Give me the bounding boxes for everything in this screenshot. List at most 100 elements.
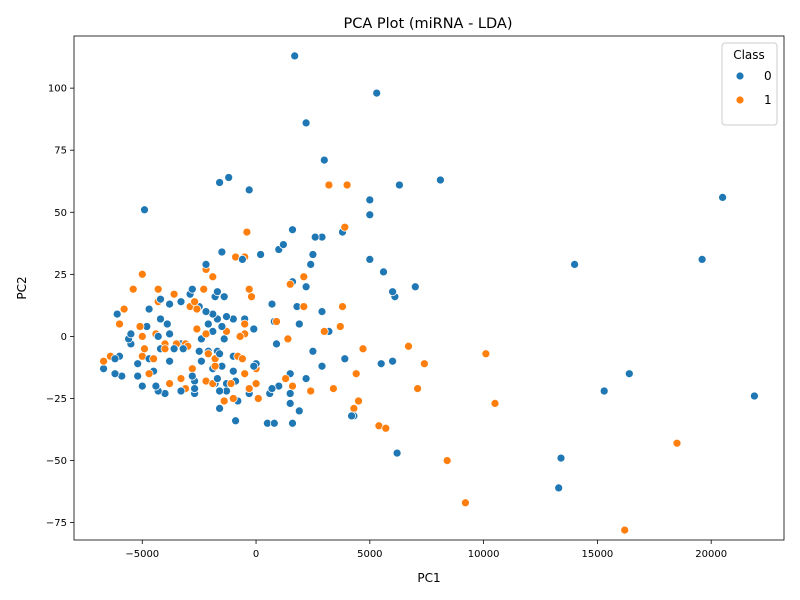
data-point-class-0 <box>176 297 186 307</box>
data-point-class-0 <box>269 418 279 428</box>
data-point-class-0 <box>187 371 197 381</box>
data-point-class-1 <box>169 289 179 299</box>
y-tick-label: 100 <box>48 84 67 95</box>
data-point-class-0 <box>162 319 172 329</box>
data-point-class-1 <box>251 379 261 388</box>
data-point-class-1 <box>203 349 213 359</box>
data-point-class-0 <box>256 250 265 259</box>
data-point-class-0 <box>718 193 727 202</box>
data-point-class-0 <box>599 386 609 396</box>
x-tick-label: 0 <box>253 549 259 560</box>
data-point-class-1 <box>358 344 368 354</box>
data-point-class-1 <box>208 272 218 282</box>
data-point-class-0 <box>294 406 304 416</box>
data-point-class-0 <box>201 307 211 316</box>
data-point-class-1 <box>149 354 158 364</box>
x-axis-ticks: −5000 0 5000 10000 15000 20000 <box>125 540 727 560</box>
data-point-class-1 <box>119 304 129 314</box>
data-point-class-0 <box>285 389 295 398</box>
data-point-class-0 <box>224 173 234 182</box>
data-point-class-1 <box>319 327 329 336</box>
plot-area <box>73 35 785 541</box>
data-point-class-0 <box>165 329 174 339</box>
data-point-class-1 <box>342 180 352 190</box>
data-point-class-0 <box>267 384 277 393</box>
chart-title: PCA Plot (miRNA - LDA) <box>343 16 512 32</box>
data-point-class-1 <box>283 334 293 344</box>
data-point-class-1 <box>442 456 452 465</box>
data-point-class-0 <box>340 354 350 364</box>
data-point-class-0 <box>215 386 224 396</box>
data-point-class-0 <box>153 332 163 341</box>
data-point-class-0 <box>194 346 204 356</box>
data-point-class-0 <box>750 391 759 401</box>
data-point-class-0 <box>169 344 179 354</box>
data-point-class-1 <box>235 332 245 341</box>
y-tick-label: −50 <box>46 456 67 467</box>
data-point-class-0 <box>219 334 229 344</box>
data-point-class-1 <box>137 332 147 341</box>
data-point-class-0 <box>272 339 281 349</box>
data-point-class-0 <box>176 386 186 396</box>
data-point-class-0 <box>215 178 224 187</box>
data-point-class-0 <box>308 250 318 259</box>
data-point-class-1 <box>285 279 295 289</box>
data-point-class-1 <box>137 269 147 279</box>
y-tick-label: 25 <box>54 270 67 281</box>
data-point-class-1 <box>329 384 338 393</box>
data-point-class-1 <box>219 396 229 406</box>
legend-label-1: 1 <box>764 93 772 107</box>
x-tick-label: 20000 <box>695 549 727 560</box>
data-point-class-0 <box>238 255 247 264</box>
data-point-class-1 <box>192 324 202 334</box>
data-point-class-0 <box>217 322 227 331</box>
data-point-class-0 <box>290 51 300 61</box>
data-point-class-1 <box>192 304 202 314</box>
data-point-class-0 <box>556 453 566 463</box>
data-point-class-1 <box>481 349 491 359</box>
x-tick-label: 10000 <box>468 549 500 560</box>
x-tick-label: −5000 <box>125 549 159 560</box>
data-point-class-1 <box>244 384 254 393</box>
data-point-class-1 <box>672 438 682 448</box>
data-point-class-0 <box>372 88 382 98</box>
legend: Class 0 1 <box>721 42 778 126</box>
data-point-class-0 <box>288 418 297 428</box>
data-point-class-1 <box>490 399 500 408</box>
data-point-class-1 <box>281 374 290 383</box>
data-point-class-0 <box>213 374 222 383</box>
data-point-class-1 <box>335 322 345 331</box>
data-point-class-0 <box>301 118 311 128</box>
data-point-class-1 <box>244 284 254 294</box>
data-point-class-0 <box>190 384 199 393</box>
data-point-class-1 <box>324 180 334 190</box>
legend-box <box>721 42 778 126</box>
points-layer <box>99 51 759 535</box>
data-point-class-1 <box>351 369 361 379</box>
data-point-class-1 <box>404 341 413 351</box>
data-point-class-0 <box>249 324 259 334</box>
data-point-class-0 <box>570 260 579 269</box>
data-point-class-1 <box>340 222 350 232</box>
data-point-class-1 <box>135 322 145 331</box>
data-point-class-0 <box>144 304 154 314</box>
data-point-class-1 <box>99 356 108 366</box>
x-axis-label: PC1 <box>417 571 440 585</box>
data-point-class-0 <box>436 175 445 185</box>
legend-marker-1 <box>735 95 745 105</box>
data-point-class-0 <box>137 381 147 391</box>
data-point-class-1 <box>299 272 309 282</box>
data-point-class-0 <box>288 225 297 235</box>
data-point-class-0 <box>365 210 375 220</box>
data-point-class-1 <box>247 292 256 302</box>
data-point-class-0 <box>133 359 143 369</box>
data-point-class-0 <box>388 287 397 297</box>
data-point-class-0 <box>554 483 564 493</box>
data-point-class-1 <box>620 525 630 535</box>
y-tick-label: 75 <box>54 146 67 157</box>
data-point-class-0 <box>112 309 122 319</box>
data-point-class-0 <box>395 180 404 190</box>
data-point-class-1 <box>272 317 281 326</box>
data-point-class-0 <box>244 185 254 195</box>
